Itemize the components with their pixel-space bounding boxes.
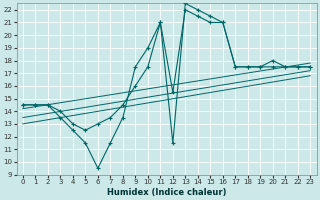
X-axis label: Humidex (Indice chaleur): Humidex (Indice chaleur) [107, 188, 226, 197]
